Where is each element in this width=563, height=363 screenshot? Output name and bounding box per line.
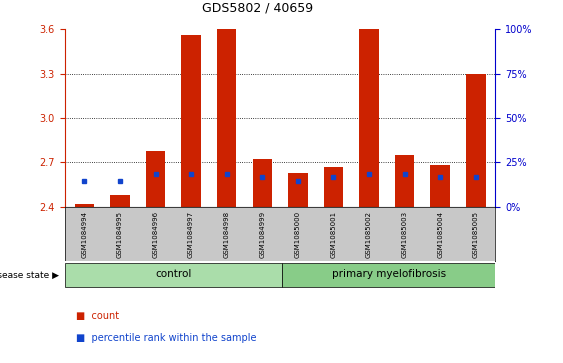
Bar — [282, 263, 495, 287]
Text: GSM1084996: GSM1084996 — [153, 211, 159, 258]
Text: GSM1084999: GSM1084999 — [260, 211, 265, 258]
Bar — [146, 151, 166, 207]
Bar — [324, 167, 343, 207]
Bar — [74, 204, 94, 207]
Bar — [110, 195, 129, 207]
Text: GSM1085004: GSM1085004 — [437, 211, 443, 258]
Bar — [431, 166, 450, 207]
Text: GSM1085005: GSM1085005 — [473, 211, 479, 258]
Bar — [359, 29, 379, 207]
Text: GSM1084998: GSM1084998 — [224, 211, 230, 258]
Text: primary myelofibrosis: primary myelofibrosis — [332, 269, 446, 280]
Text: GSM1085001: GSM1085001 — [330, 211, 337, 258]
Bar — [288, 173, 307, 207]
Text: GSM1084994: GSM1084994 — [81, 211, 87, 258]
Bar — [395, 155, 414, 207]
Text: GSM1084997: GSM1084997 — [188, 211, 194, 258]
Text: GSM1084995: GSM1084995 — [117, 211, 123, 258]
Bar — [217, 29, 236, 207]
Text: GDS5802 / 40659: GDS5802 / 40659 — [202, 1, 313, 15]
Bar — [466, 73, 486, 207]
Bar — [253, 159, 272, 207]
Text: control: control — [155, 269, 191, 280]
Text: GSM1085003: GSM1085003 — [401, 211, 408, 258]
Text: disease state ▶: disease state ▶ — [0, 270, 59, 280]
Bar — [65, 263, 282, 287]
Text: ■  count: ■ count — [76, 311, 119, 321]
Text: GSM1085000: GSM1085000 — [295, 211, 301, 258]
Bar — [181, 35, 201, 207]
Text: GSM1085002: GSM1085002 — [366, 211, 372, 258]
Text: ■  percentile rank within the sample: ■ percentile rank within the sample — [76, 333, 257, 343]
